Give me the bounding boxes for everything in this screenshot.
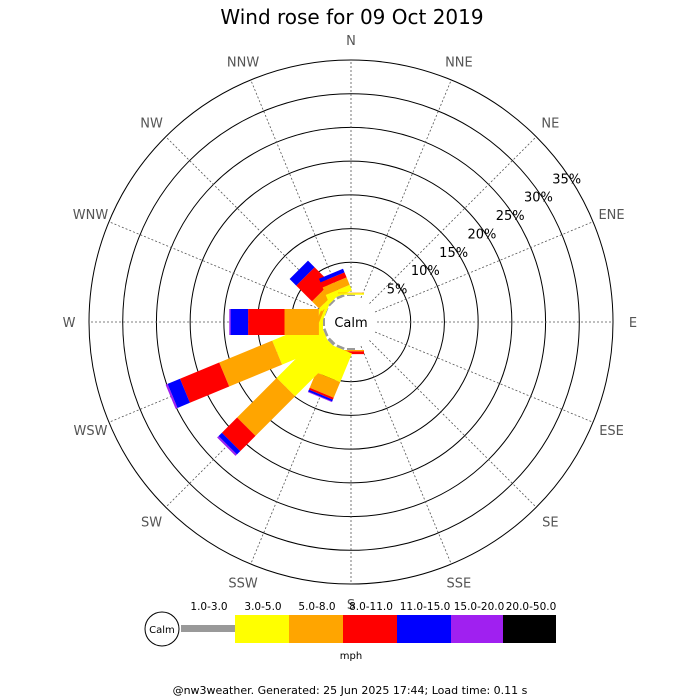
bar-sw-bin-6 [217,436,237,456]
chart-title: Wind rose for 09 Oct 2019 [220,5,483,29]
percent-label-7: 35% [552,172,581,187]
direction-label-nw: NW [140,117,163,132]
bar-sw-bin-5 [218,432,241,455]
bar-ssw-bin-1 [336,344,345,350]
wind-bars [165,260,364,456]
direction-label-s: S [347,598,355,613]
spoke-ese [374,331,594,423]
legend-label-2: 3.0-5.0 [244,601,281,613]
bar-w-bin-1 [323,318,325,326]
bar-sw-bin-4 [221,417,256,452]
bar-nw-bin-1 [328,299,336,307]
bar-sw-bin-3 [237,377,296,436]
bar-nw-bin-5 [289,260,315,286]
legend-label-5: 11.0-15.0 [400,601,451,613]
legend-label-3: 5.0-8.0 [298,601,335,613]
calm-circle [325,296,377,348]
direction-label-e: E [629,316,637,331]
bar-w-bin-4 [248,309,285,335]
bar-nnw-bin-3 [322,277,350,295]
legend-swatch-1 [181,625,235,632]
direction-label-nne: NNE [445,55,473,70]
legend-swatch-5 [397,615,451,643]
spoke-se [369,340,537,508]
percent-label-5: 25% [496,209,525,224]
bar-ssw-bin-6 [307,391,333,403]
bar-wsw-bin-1 [323,328,329,337]
legend-label-7: 20.0-50.0 [506,601,557,613]
percent-labels: 5%10% 15% 20%25% 30% 35% [387,172,581,297]
bar-w-bin-6 [229,309,231,335]
legend-swatch-4 [343,615,397,643]
direction-label-nnw: NNW [227,55,259,70]
grid-circle-4 [189,160,513,484]
spoke-nw [165,136,333,304]
spoke-ssw [250,345,342,565]
bar-ssw-bin-4 [308,387,334,400]
spoke-sse [360,345,452,565]
direction-label-ese: ESE [599,424,624,439]
legend-label-4: 8.0-11.0 [349,601,393,613]
direction-label-wnw: WNW [73,208,109,223]
direction-label-se: SE [542,515,558,530]
bar-wnw-bin-1 [324,308,329,316]
grid-circle-7 [88,59,614,585]
bar-w-bin-5 [230,309,249,335]
direction-label-w: W [63,316,76,331]
bar-ssw-bin-5 [308,389,333,402]
bar-wsw-bin-4 [180,362,230,403]
polar-grid [88,59,614,585]
grid-circle-6 [122,93,580,551]
direction-label-sse: SSE [447,577,472,592]
legend-label-6: 15.0-20.0 [454,601,505,613]
spoke-nnw [250,79,342,299]
direction-label-ene: ENE [598,208,624,223]
direction-label-ssw: SSW [228,577,258,592]
bar-ssw-bin-3 [309,372,341,398]
bar-wsw-bin-3 [219,340,283,387]
legend-swatch-2 [235,615,289,643]
bar-wsw-bin-5 [167,378,190,408]
legend-calm-label: Calm [149,625,175,636]
direction-labels: N NNE NE ENE E ESE SE SSE S SSW SW WSW W WNW NW NNW [63,34,638,613]
legend-swatch-7 [503,615,556,643]
percent-label-3: 15% [439,246,468,261]
legend-swatch-3 [289,615,343,643]
bar-nnw-bin-4 [320,272,347,288]
footer-text: @nw3weather. Generated: 25 Jun 2025 17:4… [173,684,528,697]
bar-n-bin-1 [347,294,355,296]
legend-swatch-6 [451,615,503,643]
bar-s-bin-1 [347,348,355,350]
percent-label-4: 20% [467,227,496,242]
bar-nw-bin-4 [296,267,331,302]
legend-label-1: 1.0-3.0 [190,601,227,613]
percent-label-6: 30% [524,191,553,206]
spoke-nne [360,79,452,299]
spoke-wnw [108,221,328,313]
calm-center: Calm [325,296,377,348]
spoke-ne [369,136,537,304]
bar-sw-bin-2 [276,333,340,397]
bar-n-bin-3 [338,292,364,294]
percent-label-1: 5% [387,282,408,297]
direction-label-wsw: WSW [73,424,107,439]
speed-legend: Calm 1.0-3.0 3.0-5.0 5.0-8.0 8.0-11.0 11.0-1… [144,601,557,662]
percent-label-2: 10% [411,264,440,279]
bar-wsw-bin-6 [165,383,178,409]
legend-unit: mph [340,651,362,662]
bar-nnw-bin-5 [319,268,345,283]
calm-label: Calm [334,316,367,331]
bar-sw-bin-1 [327,337,336,346]
bar-n-bin-2 [338,293,364,295]
bar-nnw-bin-1 [336,294,345,300]
direction-label-n: N [346,34,356,49]
spoke-ene [374,221,594,313]
bar-w-bin-3 [284,309,319,335]
legend-calm-circle [144,611,180,647]
direction-label-sw: SW [141,515,162,530]
direction-label-ne: NE [541,117,559,132]
